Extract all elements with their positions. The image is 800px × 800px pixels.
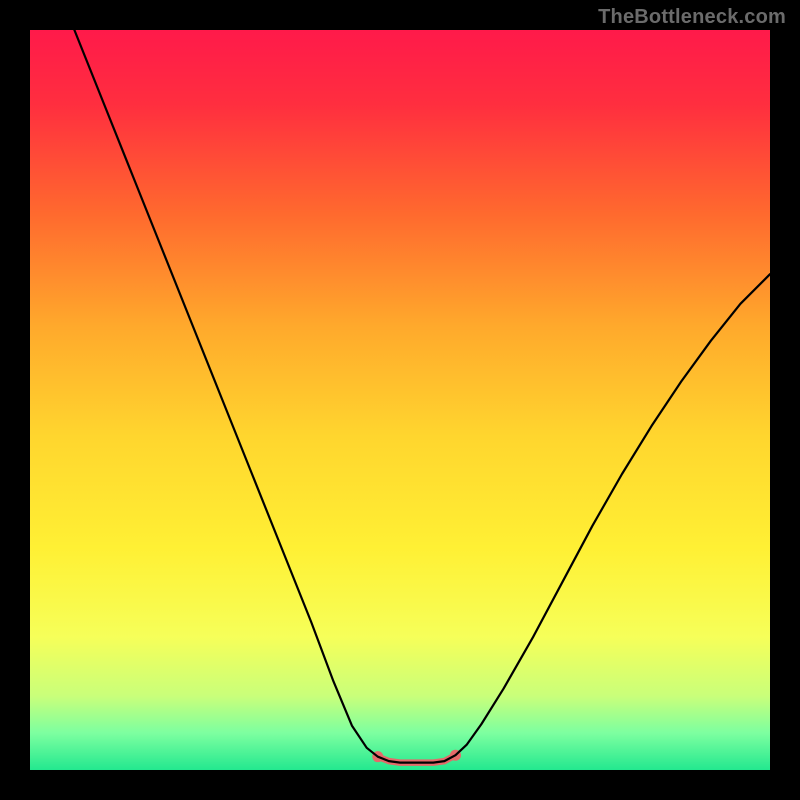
watermark-text: TheBottleneck.com <box>598 6 786 29</box>
chart-stage: TheBottleneck.com <box>0 0 800 800</box>
bottleneck-chart <box>0 0 800 800</box>
plot-background <box>30 30 770 770</box>
